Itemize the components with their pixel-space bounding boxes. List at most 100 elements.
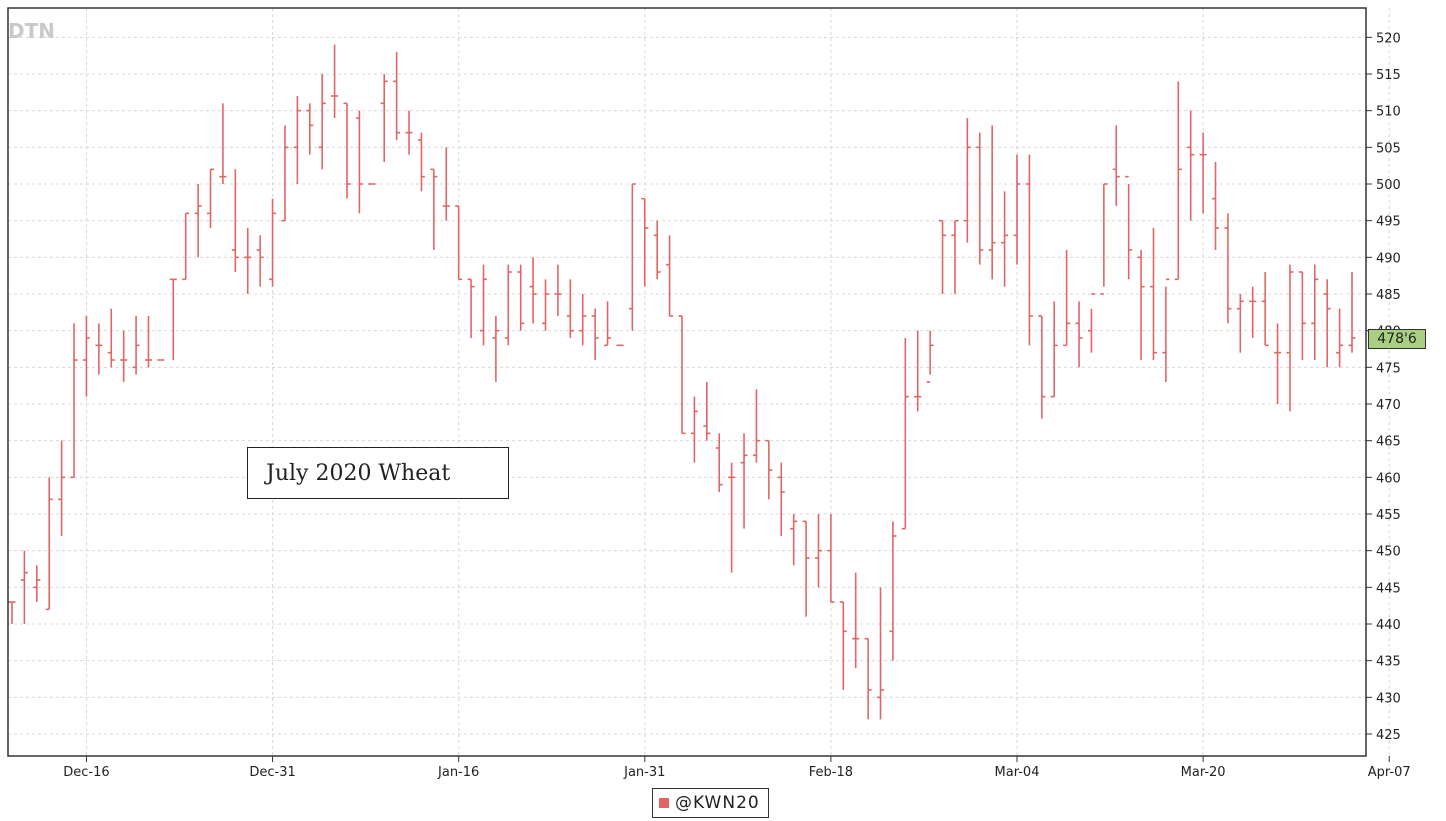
y-tick-label: 455 [1376,508,1401,523]
ohlc-bar [1125,175,1133,280]
ohlc-bar [839,601,847,690]
y-tick-label: 460 [1376,471,1401,486]
ohlc-bar [405,110,413,155]
ohlc-bar [963,118,971,243]
ohlc-bar [144,316,152,368]
ohlc-bar [231,169,239,272]
y-tick-label: 515 [1376,68,1401,83]
ohlc-bar [1261,272,1269,347]
ohlc-bar [318,74,326,170]
ohlc-bar [566,279,574,338]
ohlc-bar [1336,308,1344,368]
ohlc-bar [517,264,525,331]
ohlc-bar [281,125,289,222]
ohlc-bar [1174,81,1182,281]
y-axis: 5205155105055004954904854804754704654604… [1366,31,1401,743]
y-tick-label: 485 [1376,288,1401,303]
ohlc-bar [765,439,773,500]
y-tick-label: 425 [1376,728,1401,743]
price-bars [8,44,1356,720]
x-tick-label: Feb-18 [809,765,853,780]
ohlc-bar [864,637,872,720]
ohlc-bar [790,514,798,566]
ohlc-bar [802,520,810,617]
y-tick-label: 520 [1376,31,1401,46]
ohlc-bar [827,514,835,603]
ohlc-bar [988,125,996,280]
ohlc-bar [1038,315,1046,419]
ohlc-bar [380,74,388,162]
ohlc-bar [951,219,959,294]
ohlc-bar [293,96,301,184]
last-price-text: 478'6 [1377,331,1417,347]
y-tick-label: 440 [1376,618,1401,633]
ohlc-bar [182,212,190,281]
y-tick-label: 435 [1376,655,1401,670]
ohlc-bar [579,294,587,346]
ohlc-bar [1274,323,1282,404]
chart-annotation-box: July 2020 Wheat [247,447,509,499]
ohlc-bar [653,220,661,280]
ohlc-bar [976,132,984,265]
ohlc-bar [33,565,41,602]
ohlc-bar [1001,191,1009,287]
x-axis: Dec-16 Dec-31 Jan-16 Jan-31 Feb-18 Mar-04 Mar-… [63,756,1411,780]
ohlc-bar [1249,286,1257,338]
ohlc-bar [1348,272,1356,353]
y-tick-label: 495 [1376,215,1401,230]
ohlc-bar [1199,132,1207,214]
ohlc-bar [690,396,698,463]
y-tick-label: 445 [1376,581,1401,596]
ohlc-bar [1137,250,1145,360]
x-tick-label: Jan-16 [437,765,479,780]
y-tick-label: 475 [1376,361,1401,376]
x-tick-label: Apr-07 [1368,765,1411,780]
ohlc-bar [1311,264,1319,360]
ohlc-bar [1025,154,1033,346]
ohlc-bar [219,103,227,184]
ohlc-bar [256,235,264,287]
ohlc-bar [641,197,649,287]
ohlc-bar [45,477,53,611]
ohlc-bar [678,315,686,435]
ohlc-bar [58,440,66,536]
y-tick-label: 505 [1376,141,1401,156]
ohlc-bar [877,587,885,720]
ohlc-bar [554,264,562,316]
ohlc-bar [777,462,785,536]
ohlc-bar [355,110,363,214]
ohlc-bar [591,308,599,360]
ohlc-bar [95,323,103,375]
ohlc-bar [492,316,500,382]
y-tick-label: 510 [1376,105,1401,120]
ohlc-bar [1224,213,1232,324]
x-tick-label: Mar-20 [1181,765,1226,780]
ohlc-bar [442,147,450,221]
ohlc-bar [269,198,277,287]
ohlc-bar [728,462,736,573]
ohlc-bar [715,433,723,492]
grid-lines [8,8,1390,756]
ohlc-bar [1087,293,1095,353]
legend[interactable]: @KWN20 [652,788,769,818]
ohlc-bar [132,316,140,375]
y-tick-label: 450 [1376,545,1401,560]
ohlc-bar [207,168,215,228]
ohlc-bar [393,52,401,140]
ohlc-bar [1075,301,1083,368]
ohlc-bar [455,205,463,281]
ohlc-bar [814,514,822,588]
ohlc-bar [901,338,909,530]
ohlc-bar [194,184,202,258]
ohlc-bar [1013,154,1021,265]
plot-frame [7,7,1367,757]
ohlc-bar [926,330,934,383]
ohlc-bar [1323,279,1331,368]
ohlc-bar [1149,228,1157,360]
ohlc-bar [1162,278,1170,382]
y-tick-label: 430 [1376,691,1401,706]
annotation-text: July 2020 Wheat [266,460,451,486]
ohlc-bar [331,44,339,118]
ohlc-bar [82,316,90,397]
